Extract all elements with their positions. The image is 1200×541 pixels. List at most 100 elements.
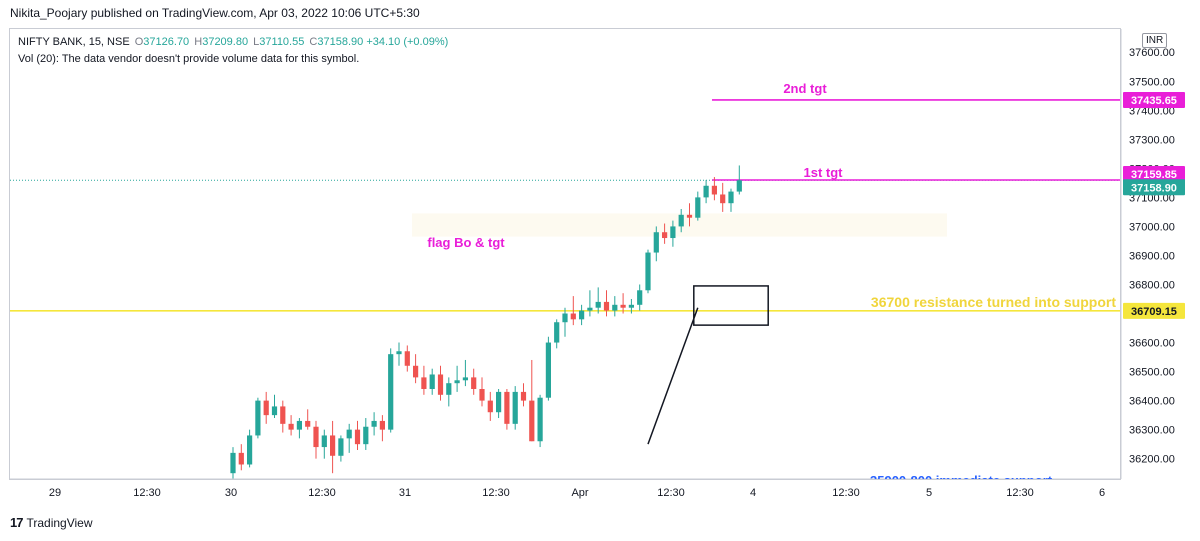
tradingview-footer[interactable]: 17 TradingView bbox=[10, 515, 93, 530]
candle-body bbox=[595, 301, 601, 308]
candle-body bbox=[305, 420, 311, 427]
x-tick-label: 12:30 bbox=[657, 487, 685, 499]
high-label: H bbox=[194, 36, 203, 48]
candle-body bbox=[247, 435, 253, 465]
low-value: 37110.55 bbox=[259, 36, 305, 48]
candle-body bbox=[288, 423, 294, 430]
immediate-support-annotation: 35900-800 immediate support bbox=[870, 473, 1053, 488]
candle-body bbox=[379, 420, 385, 430]
candle-body bbox=[263, 400, 269, 416]
x-tick-label: 29 bbox=[49, 487, 61, 499]
x-tick-label: 12:30 bbox=[832, 487, 860, 499]
y-tick-label: 37300.00 bbox=[1129, 134, 1175, 146]
candle-body bbox=[554, 322, 560, 343]
candle-body bbox=[579, 310, 585, 320]
plot-area bbox=[10, 99, 1120, 479]
candle-body bbox=[587, 307, 593, 311]
candle-body bbox=[562, 313, 568, 323]
low-label: L bbox=[253, 36, 260, 48]
open-value: 37126.70 bbox=[143, 36, 190, 48]
candle-body bbox=[603, 301, 610, 311]
y-tick-label: 36800.00 bbox=[1129, 279, 1175, 291]
close-value: 37158.90 bbox=[317, 36, 364, 48]
candle-body bbox=[496, 391, 502, 413]
price-label: 37159.85 bbox=[1131, 169, 1177, 181]
target-2-annotation: 2nd tgt bbox=[783, 81, 827, 96]
y-tick-label: 37000.00 bbox=[1129, 221, 1175, 233]
candle-body bbox=[678, 214, 684, 227]
candle-body bbox=[429, 374, 435, 389]
candle-body bbox=[512, 391, 518, 424]
currency-badge[interactable]: INR bbox=[1142, 33, 1168, 48]
ohlc-legend: NIFTY BANK, 15, NSE O37126.70 H37209.80 … bbox=[18, 36, 448, 48]
candle-body bbox=[346, 429, 352, 439]
y-tick-label: 37500.00 bbox=[1129, 76, 1175, 88]
open-label: O bbox=[134, 36, 144, 48]
price-label-bg bbox=[1123, 166, 1185, 183]
candle-body bbox=[520, 391, 527, 401]
candle-body bbox=[637, 290, 643, 305]
tradingview-logo-icon: 17 bbox=[10, 515, 24, 530]
price-label: 36709.15 bbox=[1131, 306, 1177, 318]
x-tick-label: 6 bbox=[1099, 487, 1105, 499]
price-label-bg bbox=[1123, 91, 1185, 108]
candle-body bbox=[396, 351, 402, 355]
candle-body bbox=[662, 232, 668, 239]
x-tick-label: 4 bbox=[750, 487, 756, 499]
candle-body bbox=[471, 377, 477, 389]
candle-body bbox=[354, 429, 361, 445]
symbol-label[interactable]: NIFTY BANK, 15, NSE bbox=[18, 36, 130, 48]
x-tick-label: 12:30 bbox=[1006, 487, 1034, 499]
candle-body bbox=[545, 342, 551, 398]
candle-body bbox=[321, 435, 327, 448]
change-value: +34.10 (+0.09%) bbox=[366, 36, 449, 48]
price-label: 37158.90 bbox=[1131, 182, 1177, 194]
candle-body bbox=[487, 400, 493, 413]
candle-body bbox=[313, 426, 319, 448]
candle-body bbox=[570, 313, 576, 320]
y-tick-label: 37400.00 bbox=[1129, 105, 1175, 117]
candle-body bbox=[255, 400, 261, 436]
candle-body bbox=[670, 226, 676, 239]
volume-note: Vol (20): The data vendor doesn't provid… bbox=[18, 53, 360, 65]
candle-body bbox=[620, 304, 626, 308]
candle-body bbox=[363, 426, 369, 445]
candle-body bbox=[736, 180, 742, 192]
candle-body bbox=[628, 304, 634, 308]
y-tick-label: 37600.00 bbox=[1129, 47, 1175, 59]
y-tick-label: 36600.00 bbox=[1129, 338, 1175, 350]
x-tick-label: 5 bbox=[926, 487, 932, 499]
y-tick-label: 36500.00 bbox=[1129, 367, 1175, 379]
candle-body bbox=[421, 377, 427, 389]
x-tick-label: 31 bbox=[399, 487, 411, 499]
candle-body bbox=[413, 365, 419, 378]
candle-body bbox=[645, 252, 651, 291]
trend-line bbox=[647, 307, 699, 445]
y-tick-label: 36200.00 bbox=[1129, 454, 1175, 466]
candle-body bbox=[462, 377, 468, 381]
flag-box bbox=[693, 285, 769, 326]
support-annotation: 36700 resistance turned into support bbox=[871, 294, 1116, 310]
target-1-annotation: 1st tgt bbox=[804, 165, 844, 180]
x-tick-label: 12:30 bbox=[133, 487, 161, 499]
candle-body bbox=[446, 383, 452, 395]
candle-body bbox=[280, 406, 286, 424]
candle-body bbox=[238, 452, 244, 465]
candle-body bbox=[371, 420, 377, 427]
candle-body bbox=[711, 185, 717, 195]
candle-body bbox=[728, 191, 734, 204]
publisher-header: Nikita_Poojary published on TradingView.… bbox=[10, 6, 420, 20]
candle-body bbox=[529, 400, 535, 442]
footer-brand: TradingView bbox=[26, 515, 93, 530]
candle-body bbox=[404, 351, 410, 366]
x-tick-label: 30 bbox=[225, 487, 237, 499]
close-label: C bbox=[309, 36, 318, 48]
high-value: 37209.80 bbox=[202, 36, 249, 48]
y-tick-label: 36300.00 bbox=[1129, 425, 1175, 437]
price-label-bg bbox=[1123, 179, 1185, 196]
candle-body bbox=[612, 304, 618, 311]
flag-annotation: flag Bo & tgt bbox=[427, 235, 505, 250]
candle-body bbox=[537, 397, 543, 442]
price-label: 37435.65 bbox=[1131, 95, 1177, 107]
